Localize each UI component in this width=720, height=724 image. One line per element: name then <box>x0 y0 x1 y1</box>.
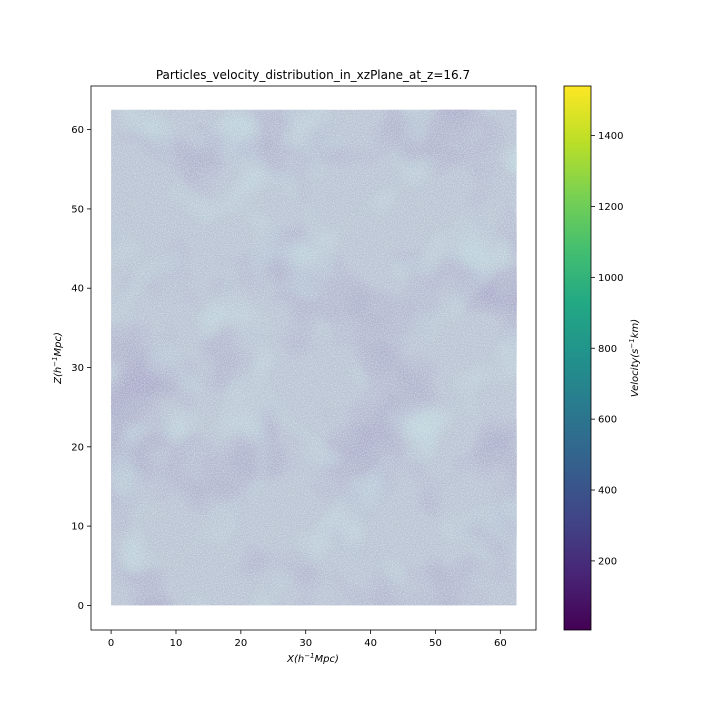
x-tick-label: 40 <box>364 638 377 649</box>
colorbar-tick-label: 1200 <box>598 202 623 213</box>
y-axis-label: Z(h−1Mpc) <box>51 332 64 385</box>
colorbar-tick-label: 1400 <box>598 131 623 142</box>
y-tick-label: 40 <box>71 284 84 295</box>
x-tick-label: 20 <box>234 638 247 649</box>
colorbar-tick-label: 200 <box>598 556 617 567</box>
y-tick-label: 20 <box>71 442 84 453</box>
x-tick-label: 30 <box>299 638 312 649</box>
y-tick-label: 60 <box>71 125 84 136</box>
y-axis: 0 10 20 30 40 50 60 <box>71 125 91 612</box>
scatter-points <box>111 109 517 606</box>
y-tick-label: 0 <box>78 601 84 612</box>
y-tick-label: 50 <box>71 204 84 215</box>
chart-title: Particles_velocity_distribution_in_xzPla… <box>156 68 470 82</box>
colorbar-axis: 200 400 600 800 1000 1200 1400 <box>591 131 623 567</box>
colorbar <box>563 85 592 631</box>
x-tick-label: 50 <box>429 638 442 649</box>
colorbar-tick-label: 800 <box>598 344 617 355</box>
y-tick-label: 10 <box>71 522 84 533</box>
x-tick-label: 10 <box>170 638 183 649</box>
colorbar-tick-label: 400 <box>598 486 617 497</box>
colorbar-label: Velocity(s−1km) <box>628 319 641 397</box>
colorbar-tick-label: 1000 <box>598 273 623 284</box>
plot-frame <box>90 85 537 631</box>
x-axis-label: X(h−1Mpc) <box>286 652 339 665</box>
particle-field-grain <box>111 109 517 606</box>
colorbar-tick-label: 600 <box>598 415 617 426</box>
x-tick-label: 60 <box>494 638 507 649</box>
x-axis: 0 10 20 30 40 50 60 <box>108 630 507 649</box>
x-tick-label: 0 <box>108 638 114 649</box>
y-tick-label: 30 <box>71 363 84 374</box>
